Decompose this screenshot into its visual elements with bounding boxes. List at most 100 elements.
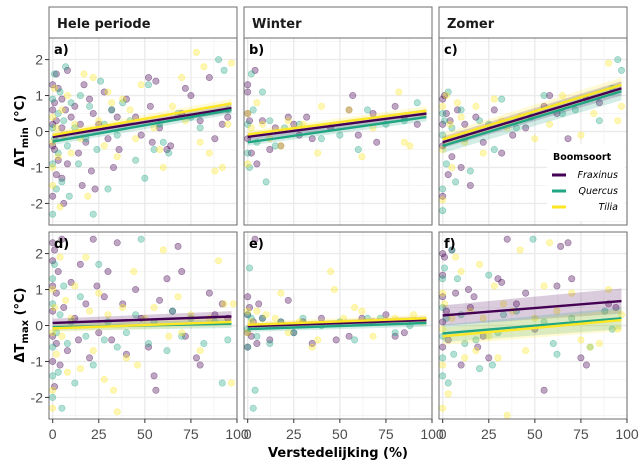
data-point-fraxinus <box>457 163 465 171</box>
data-point-quercus <box>439 110 447 118</box>
data-point-fraxinus <box>557 242 565 250</box>
data-point-fraxinus <box>181 332 189 340</box>
data-point-quercus <box>104 185 112 193</box>
data-point-quercus <box>262 178 270 186</box>
data-point-fraxinus <box>192 354 200 362</box>
data-point-quercus <box>439 207 447 215</box>
data-point-fraxinus <box>108 106 116 114</box>
data-point-quercus <box>141 174 149 182</box>
trend-line-tilia <box>247 317 427 326</box>
data-point-tilia <box>63 368 71 376</box>
data-point-fraxinus <box>457 361 465 369</box>
facet-strip-label: Winter <box>252 17 302 32</box>
data-point-quercus <box>246 163 254 171</box>
data-point-tilia <box>441 300 449 308</box>
data-point-fraxinus <box>332 336 340 344</box>
data-point-fraxinus <box>100 293 108 301</box>
data-point-fraxinus <box>382 311 390 319</box>
data-point-tilia <box>516 246 524 254</box>
data-point-quercus <box>196 124 204 132</box>
data-point-fraxinus <box>448 246 456 254</box>
data-point-tilia <box>351 304 359 312</box>
data-point-tilia <box>227 59 235 67</box>
panel-tag: b) <box>249 43 264 58</box>
data-point-tilia <box>159 163 167 171</box>
data-point-fraxinus <box>540 386 548 394</box>
data-point-quercus <box>614 56 622 64</box>
data-point-fraxinus <box>196 117 204 125</box>
data-point-tilia <box>503 411 511 419</box>
panel-d: d) <box>48 231 238 420</box>
data-point-fraxinus <box>498 149 506 157</box>
data-point-quercus <box>253 332 261 340</box>
data-point-tilia <box>132 135 140 143</box>
panel-border <box>438 37 628 226</box>
data-point-tilia <box>110 386 118 394</box>
data-point-quercus <box>244 149 252 157</box>
data-point-fraxinus <box>174 242 182 250</box>
data-point-fraxinus <box>104 135 112 143</box>
data-point-quercus <box>258 88 266 96</box>
data-point-fraxinus <box>308 339 316 347</box>
data-point-tilia <box>196 347 204 355</box>
data-point-fraxinus <box>54 268 62 276</box>
data-point-fraxinus <box>258 314 266 322</box>
data-point-fraxinus <box>244 81 252 89</box>
data-point-quercus <box>52 329 60 337</box>
y-tick-label: 0 <box>35 318 43 334</box>
data-point-quercus <box>444 379 452 387</box>
data-point-fraxinus <box>89 235 97 243</box>
data-point-fraxinus <box>52 171 60 179</box>
data-point-fraxinus <box>52 70 60 78</box>
data-point-fraxinus <box>108 336 116 344</box>
data-point-fraxinus <box>113 113 121 121</box>
data-point-fraxinus <box>152 386 160 394</box>
data-point-tilia <box>168 102 176 110</box>
data-point-tilia <box>156 145 164 153</box>
data-point-quercus <box>488 361 496 369</box>
data-point-quercus <box>49 393 57 401</box>
data-point-quercus <box>60 117 68 125</box>
data-point-fraxinus <box>490 106 498 114</box>
y-title-unit: (°C) <box>13 287 28 319</box>
data-point-quercus <box>82 332 90 340</box>
data-point-quercus <box>163 347 171 355</box>
data-point-quercus <box>220 66 228 74</box>
trend-line-quercus <box>247 321 427 331</box>
data-point-tilia <box>58 332 66 340</box>
data-point-tilia <box>80 70 88 78</box>
data-point-tilia <box>494 354 502 362</box>
data-point-fraxinus <box>110 163 118 171</box>
data-point-quercus <box>485 271 493 279</box>
data-point-fraxinus <box>187 92 195 100</box>
data-point-quercus <box>249 404 257 412</box>
data-point-tilia <box>577 336 585 344</box>
data-point-fraxinus <box>49 192 57 200</box>
data-point-quercus <box>56 311 64 319</box>
legend-item-quercus: Quercus <box>552 186 618 197</box>
data-point-fraxinus <box>167 142 175 150</box>
data-point-fraxinus <box>453 106 461 114</box>
data-point-tilia <box>200 63 208 71</box>
data-point-fraxinus <box>60 304 68 312</box>
y-tick-label: -1 <box>31 353 44 369</box>
data-point-quercus <box>63 339 71 347</box>
data-point-fraxinus <box>113 239 121 247</box>
data-point-tilia <box>54 153 62 161</box>
panel-tag: c) <box>444 43 458 58</box>
data-point-quercus <box>549 339 557 347</box>
data-point-fraxinus <box>349 92 357 100</box>
data-point-fraxinus <box>553 282 561 290</box>
data-point-tilia <box>479 149 487 157</box>
panel-border <box>243 37 433 226</box>
data-point-tilia <box>71 120 79 128</box>
data-point-tilia <box>89 347 97 355</box>
data-point-fraxinus <box>474 343 482 351</box>
data-point-quercus <box>54 149 62 157</box>
data-point-fraxinus <box>76 260 84 268</box>
data-point-tilia <box>577 131 585 139</box>
trend-line-fraxinus <box>442 87 622 144</box>
data-point-tilia <box>457 113 465 121</box>
x-tick-label: 100 <box>615 426 639 442</box>
data-point-tilia <box>453 99 461 107</box>
